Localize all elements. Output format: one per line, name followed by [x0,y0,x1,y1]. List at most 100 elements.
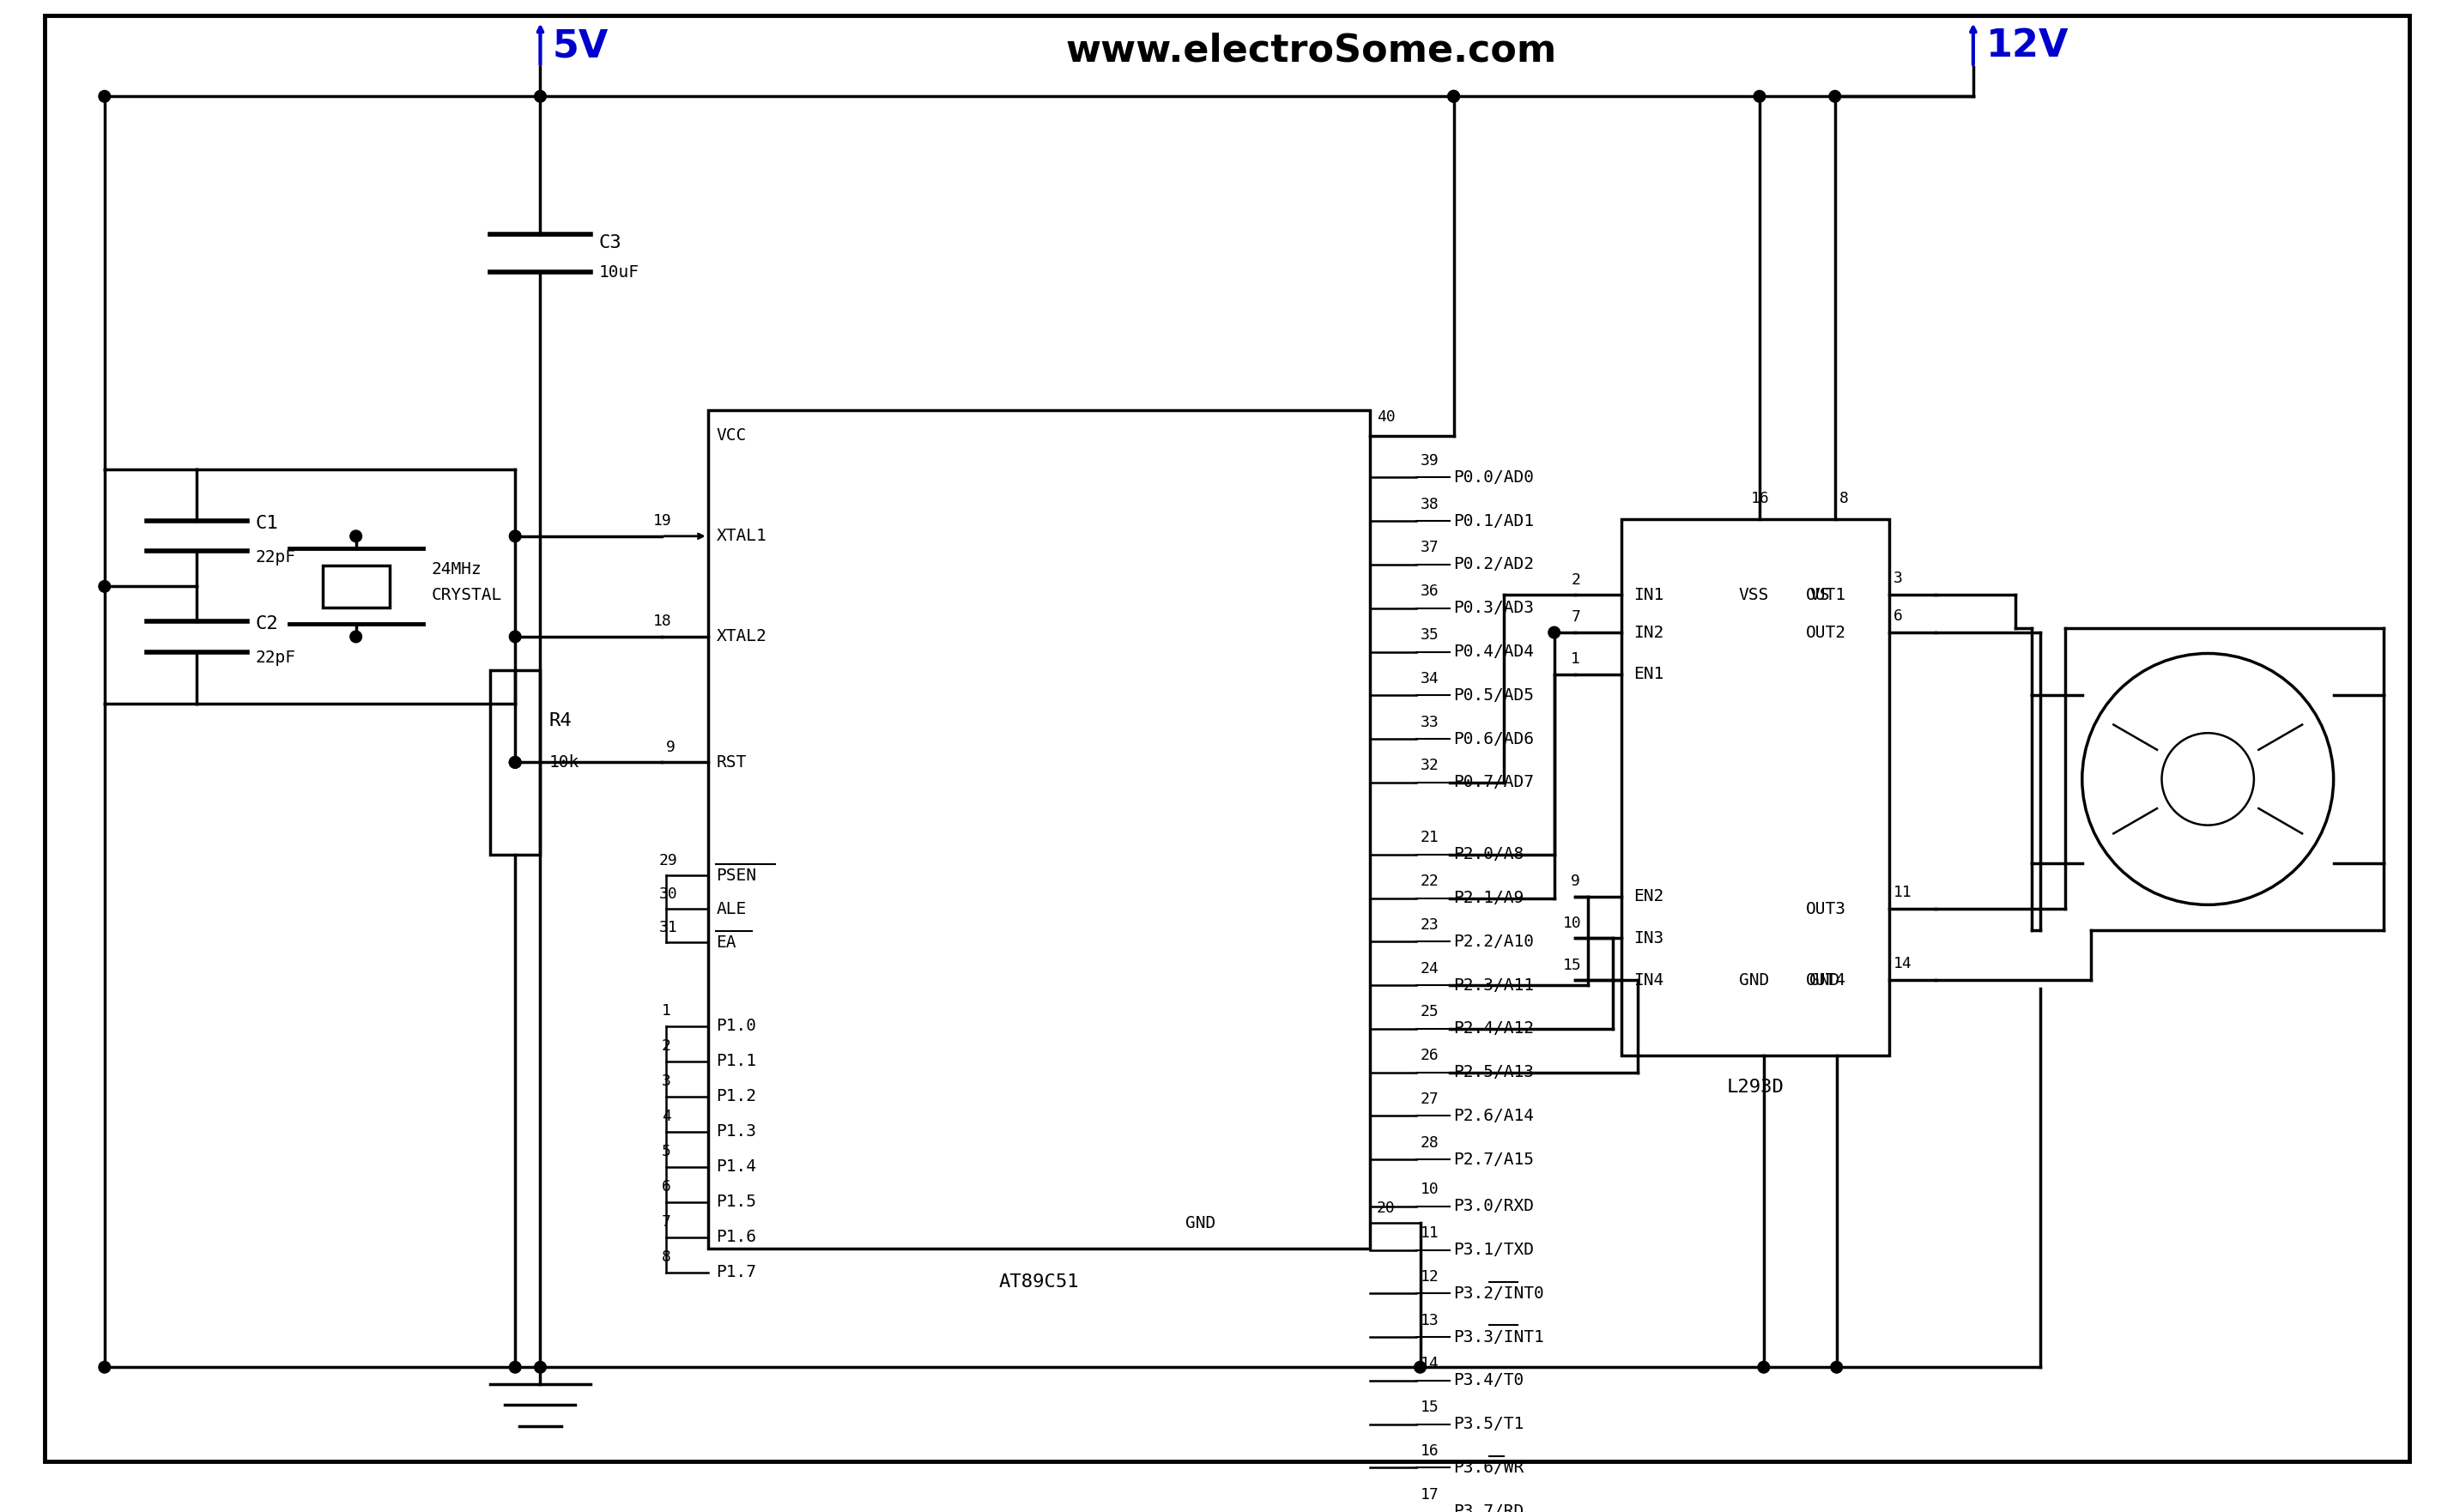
Circle shape [510,1361,520,1373]
Text: 12V: 12V [1985,27,2069,65]
Text: 10uF: 10uF [599,265,640,280]
Bar [707,410,1369,1249]
Text: 38: 38 [1421,496,1438,513]
Text: EN1: EN1 [1634,667,1664,682]
Text: 1: 1 [1571,652,1580,667]
Circle shape [510,631,520,643]
Text: 22: 22 [1421,874,1438,889]
Text: 13: 13 [1421,1312,1438,1328]
Text: www.electroSome.com: www.electroSome.com [1065,32,1556,68]
Circle shape [1828,91,1840,103]
Text: 39: 39 [1421,454,1438,469]
Text: 6: 6 [1894,608,1902,623]
Text: 7: 7 [663,1214,670,1229]
Text: IN1: IN1 [1634,587,1664,603]
Text: 18: 18 [653,614,672,629]
Text: 27: 27 [1421,1092,1438,1107]
Text: P1.3: P1.3 [717,1123,756,1140]
Text: 29: 29 [660,853,677,868]
Text: 17: 17 [1421,1486,1438,1503]
Text: 25: 25 [1421,1004,1438,1019]
Text: P3.3/INT1: P3.3/INT1 [1453,1329,1544,1346]
Text: 24MHz: 24MHz [432,561,481,578]
Text: GND: GND [1185,1216,1215,1231]
Text: C2: C2 [255,615,277,632]
Text: 8: 8 [663,1250,670,1266]
Text: 15: 15 [1421,1400,1438,1415]
Text: P0.5/AD5: P0.5/AD5 [1453,686,1534,703]
Text: 36: 36 [1421,584,1438,599]
Text: P0.0/AD0: P0.0/AD0 [1453,469,1534,485]
Text: OUT3: OUT3 [1806,901,1845,918]
Text: 5V: 5V [552,27,609,65]
Text: P2.2/A10: P2.2/A10 [1453,933,1534,950]
Bar [1622,520,1890,1055]
Text: P1.4: P1.4 [717,1158,756,1175]
Circle shape [98,1361,110,1373]
Text: 8: 8 [1838,491,1848,507]
Text: 28: 28 [1421,1136,1438,1151]
Text: P1.1: P1.1 [717,1054,756,1069]
Circle shape [351,531,361,541]
Text: P2.4/A12: P2.4/A12 [1453,1021,1534,1037]
Bar [321,565,390,608]
Text: 6: 6 [663,1179,670,1194]
Circle shape [1448,91,1460,103]
Text: 21: 21 [1421,830,1438,845]
Circle shape [510,756,520,768]
Text: P3.1/TXD: P3.1/TXD [1453,1241,1534,1258]
Text: P1.5: P1.5 [717,1194,756,1210]
Text: P0.1/AD1: P0.1/AD1 [1453,513,1534,529]
Circle shape [535,1361,547,1373]
Text: P2.5/A13: P2.5/A13 [1453,1064,1534,1081]
Text: 3: 3 [1894,570,1902,585]
Text: P0.6/AD6: P0.6/AD6 [1453,730,1534,747]
Text: 10: 10 [1421,1182,1438,1198]
Circle shape [535,91,547,103]
Text: 11: 11 [1421,1225,1438,1241]
Text: 30: 30 [660,886,677,901]
Text: 37: 37 [1421,540,1438,555]
Circle shape [98,91,110,103]
Text: VSS: VSS [1737,587,1769,603]
Text: 24: 24 [1421,960,1438,977]
Text: P3.2/INT0: P3.2/INT0 [1453,1285,1544,1302]
Text: ALE: ALE [717,901,746,918]
Text: EN2: EN2 [1634,888,1664,904]
Circle shape [351,631,361,643]
Text: 15: 15 [1563,957,1580,972]
Text: 7: 7 [1571,609,1580,624]
Text: P3.4/T0: P3.4/T0 [1453,1373,1524,1388]
Text: P3.6/WR: P3.6/WR [1453,1459,1524,1476]
Text: P1.6: P1.6 [717,1229,756,1246]
Text: P3.7/RD: P3.7/RD [1453,1503,1524,1512]
Bar [491,670,540,854]
Text: 10k: 10k [550,754,579,771]
Text: 12: 12 [1421,1269,1438,1284]
Text: 14: 14 [1421,1356,1438,1371]
Text: CRYSTAL: CRYSTAL [432,587,503,603]
Text: P0.2/AD2: P0.2/AD2 [1453,556,1534,573]
Text: PSEN: PSEN [717,868,756,883]
Text: 2: 2 [663,1039,670,1054]
Text: 22pF: 22pF [255,650,297,665]
Text: P0.3/AD3: P0.3/AD3 [1453,600,1534,617]
Text: P0.7/AD7: P0.7/AD7 [1453,774,1534,791]
Text: 22pF: 22pF [255,549,297,565]
Text: P3.0/RXD: P3.0/RXD [1453,1198,1534,1214]
Text: P2.0/A8: P2.0/A8 [1453,847,1524,863]
Circle shape [98,581,110,593]
Circle shape [1414,1361,1426,1373]
Text: XTAL2: XTAL2 [717,629,766,644]
Text: 4: 4 [663,1108,670,1125]
Text: IN4: IN4 [1634,972,1664,989]
Text: P2.6/A14: P2.6/A14 [1453,1108,1534,1123]
Text: IN3: IN3 [1634,930,1664,947]
Text: OUT2: OUT2 [1806,624,1845,641]
Text: P3.5/T1: P3.5/T1 [1453,1417,1524,1432]
Circle shape [1548,626,1561,638]
Text: 3: 3 [663,1074,670,1089]
Text: P0.4/AD4: P0.4/AD4 [1453,644,1534,659]
Text: 34: 34 [1421,671,1438,686]
Text: 35: 35 [1421,627,1438,643]
